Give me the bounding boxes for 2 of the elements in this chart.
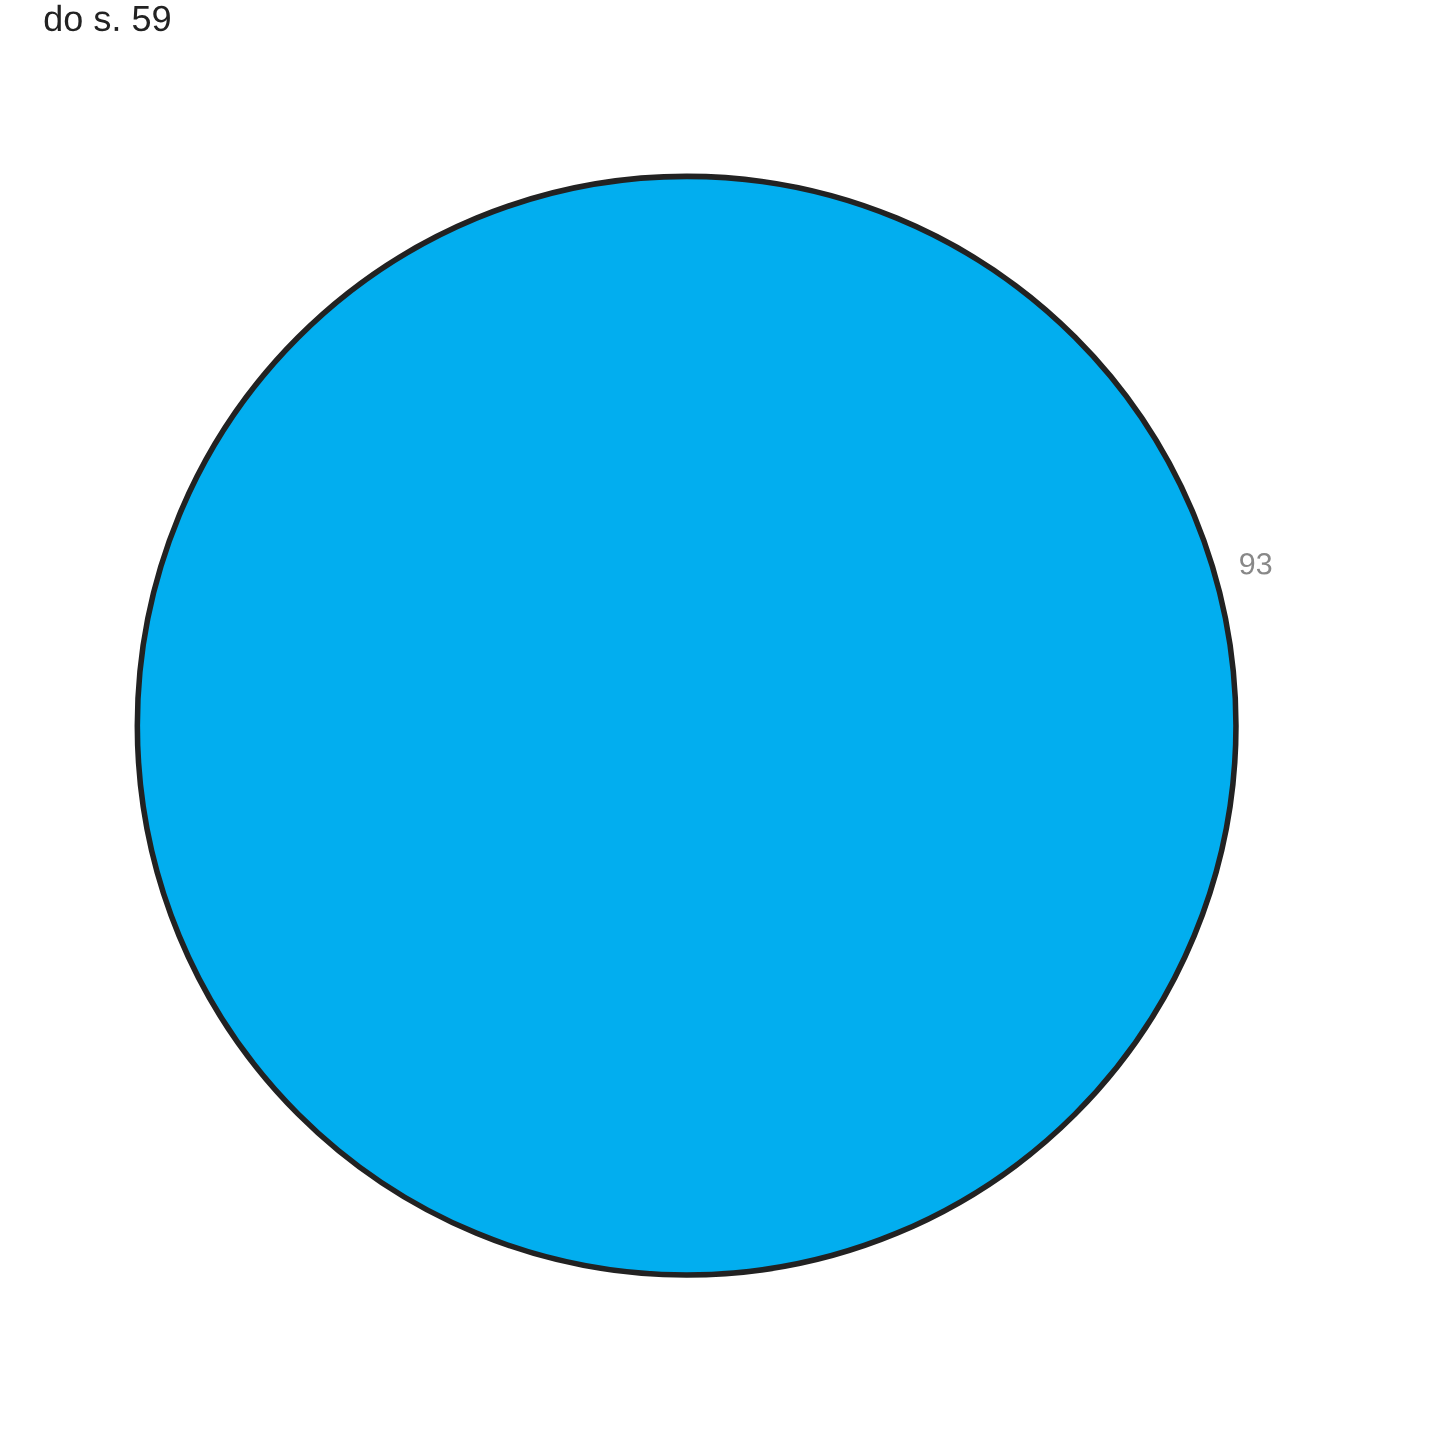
data-label: 93 [1240,552,1272,575]
chart-title: do s. 59 [44,4,170,32]
